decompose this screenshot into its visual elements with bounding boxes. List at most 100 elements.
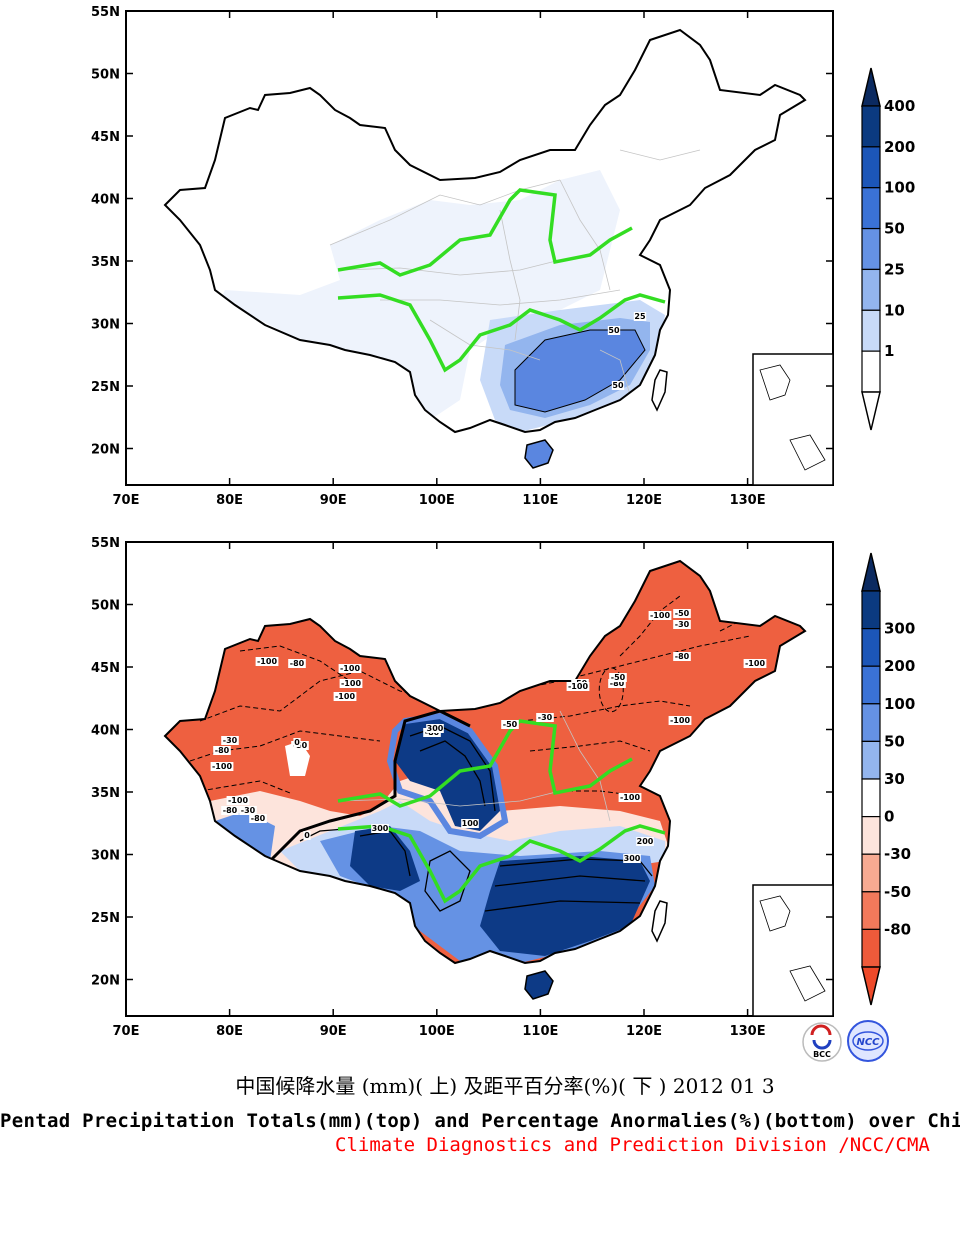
english-title: Pentad Precipitation Totals(mm)(top) and… <box>0 1110 960 1132</box>
anom-pale-west-tibet <box>215 811 275 861</box>
colorbar-label: 30 <box>884 770 905 788</box>
colorbar-label: -50 <box>884 883 911 901</box>
contour-label: -30 <box>241 806 256 815</box>
anom-dark-blue-south <box>480 856 650 956</box>
colorbar-label: 50 <box>884 220 905 238</box>
lat-tick-label: 55N <box>91 536 120 551</box>
contour-label: -100 <box>650 611 670 620</box>
contour-label: -30 <box>223 736 238 745</box>
south-china-sea-inset <box>752 884 834 1017</box>
lon-tick-label: 110E <box>522 493 558 508</box>
colorbar-top-triangle <box>861 552 881 592</box>
contour-label: -100 <box>212 762 232 771</box>
lat-tick-label: 55N <box>91 5 120 20</box>
colorbar-swatch <box>861 309 881 352</box>
contour-label: 100 <box>462 819 479 828</box>
svg-text:BCC: BCC <box>813 1050 831 1059</box>
colorbar-bottom-triangle <box>861 391 881 431</box>
contour-label: -50 <box>503 720 518 729</box>
lon-tick-label: 130E <box>730 493 766 508</box>
colorbar-label: 100 <box>884 695 915 713</box>
colorbar-swatch <box>861 891 881 930</box>
lat-tick-label: 50N <box>91 68 120 83</box>
contour-50 <box>514 329 646 413</box>
colorbar-swatch <box>861 627 881 667</box>
colorbar-swatch <box>861 590 881 630</box>
shade-1-10 <box>220 170 620 420</box>
colorbar-swatch <box>861 740 881 780</box>
contour-label: -80 <box>610 679 625 688</box>
contour-label: -80 <box>215 746 230 755</box>
colorbar-swatch <box>861 778 881 818</box>
shade-50 <box>515 330 645 412</box>
colorbar-swatch <box>861 853 881 893</box>
lon-tick-label: 130E <box>730 1024 766 1039</box>
lon-tick-label: 110E <box>522 1024 558 1039</box>
contour-label: -100 <box>745 659 765 668</box>
lat-tick-label: 20N <box>91 974 120 989</box>
yangtze-river <box>337 824 666 904</box>
lon-tick-label: 90E <box>320 493 347 508</box>
anom-blue-north-halo <box>386 712 509 840</box>
contour-label: -80 <box>251 814 266 823</box>
lat-tick-label: 25N <box>91 380 120 395</box>
lat-tick-label: 20N <box>91 443 120 458</box>
colorbar-label: -30 <box>884 845 911 863</box>
lat-tick-label: 50N <box>91 599 120 614</box>
contour-label: -100 <box>257 657 277 666</box>
colorbar-label: 100 <box>884 179 915 197</box>
contour-label: -100 <box>568 682 588 691</box>
colorbar-swatch <box>861 815 881 855</box>
contour-label: -100 <box>341 679 361 688</box>
colorbar-swatch <box>861 105 881 148</box>
credit-line: Climate Diagnostics and Prediction Divis… <box>335 1134 930 1156</box>
lat-tick-label: 40N <box>91 193 120 208</box>
colorbar-swatch <box>861 146 881 189</box>
contour-label: -30 <box>675 620 690 629</box>
contour-label: 25 <box>634 312 646 321</box>
south-china-sea-inset <box>752 353 834 486</box>
lon-tick-label: 90E <box>320 1024 347 1039</box>
lat-tick-label: 25N <box>91 911 120 926</box>
contour-label: -30 <box>538 713 553 722</box>
lat-tick-label: 40N <box>91 724 120 739</box>
contour-label: -100 <box>340 664 360 673</box>
contour-label: 50 <box>608 326 620 335</box>
contour-label: 300 <box>427 724 444 733</box>
colorbar-label: 200 <box>884 138 915 156</box>
zero-contour <box>268 709 471 863</box>
lat-tick-label: 45N <box>91 661 120 676</box>
contour-label: 300 <box>372 824 389 833</box>
yellow-river <box>337 188 633 277</box>
bcc-logo: BCC <box>802 1022 842 1062</box>
lat-tick-label: 35N <box>91 786 120 801</box>
contour-label: 50 <box>612 381 624 390</box>
lon-tick-label: 100E <box>419 1024 455 1039</box>
precipitation-anomaly-map: -100-80-100-100-30-80-100-50-80-50-30-50… <box>91 536 915 1039</box>
lat-tick-label: 30N <box>91 318 120 333</box>
precipitation-totals-map: 25 50 50 55N 50N 45N 40N 35N 30N 25N 20N 70E 80E 90… <box>91 5 915 508</box>
colorbar-swatch <box>861 928 881 968</box>
lon-tick-label: 120E <box>626 1024 662 1039</box>
colorbar-swatch <box>861 665 881 705</box>
lon-tick-label: 80E <box>216 1024 243 1039</box>
colorbar-label: 200 <box>884 657 915 675</box>
colorbar-bottom-triangle <box>861 966 881 1006</box>
contour-label: -100 <box>620 793 640 802</box>
colorbar-label: 1 <box>884 342 894 360</box>
colorbar-label: 400 <box>884 97 915 115</box>
colorbar-swatch <box>861 350 881 393</box>
colorbar-swatch <box>861 227 881 271</box>
colorbar-label: 0 <box>884 808 894 826</box>
contour-label: 200 <box>637 837 654 846</box>
contour-label: 0 <box>294 738 300 747</box>
lon-tick-label: 70E <box>113 493 140 508</box>
anom-dark-blue-north <box>395 716 500 831</box>
colorbar-swatch <box>861 268 881 311</box>
contour-label: 300 <box>624 854 641 863</box>
lat-tick-label: 30N <box>91 849 120 864</box>
contour-label: -50 <box>611 673 626 682</box>
colorbar: 400 200 100 50 25 10 1 <box>861 67 915 431</box>
contour-label: -80 <box>223 806 238 815</box>
